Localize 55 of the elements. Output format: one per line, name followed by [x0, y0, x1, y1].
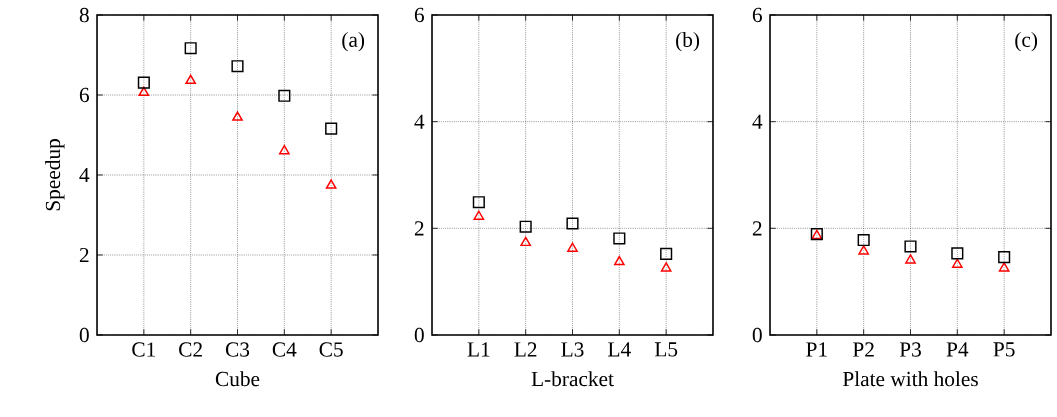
point: [138, 86, 150, 97]
point: [473, 210, 485, 220]
point: [325, 122, 338, 135]
x-tick-label: P1: [806, 342, 827, 357]
x-tick-label: C2: [179, 342, 202, 357]
x-tick-label: L4: [608, 342, 631, 357]
y-tick-label: 6: [79, 87, 90, 103]
x-tick-label: P2: [853, 342, 874, 357]
point: [185, 74, 197, 85]
annotation: (a): [342, 31, 365, 52]
x-tick-label: L3: [561, 342, 584, 357]
y-tick-label: 2: [414, 221, 424, 236]
point: [232, 111, 243, 121]
x-tick-label: C4: [272, 342, 297, 357]
point: [566, 217, 579, 230]
point: [613, 232, 626, 245]
x-tick-label: L5: [654, 342, 678, 357]
x-tick-label: P4: [946, 342, 969, 357]
y-tick-label: 6: [752, 7, 762, 23]
x-tick-label: P3: [899, 342, 921, 357]
y-tick-label: 0: [414, 327, 424, 343]
annotation: (b): [676, 31, 700, 52]
point: [613, 255, 625, 266]
y-tick-label: 4: [79, 167, 90, 183]
x-tick-label: P5: [993, 342, 1015, 357]
x-tick-label: C3: [225, 342, 250, 357]
x-tick-label: C5: [319, 342, 343, 357]
y-tick-label: 0: [79, 327, 89, 343]
point: [660, 247, 673, 260]
point: [137, 76, 150, 89]
y-tick-label: 0: [752, 327, 762, 343]
x-tick-label: C1: [132, 342, 156, 357]
x-axis-title: Plate with holes: [842, 371, 978, 387]
point: [567, 242, 578, 252]
x-axis-title: L-bracket: [531, 371, 614, 387]
y-tick-label: 2: [79, 247, 89, 263]
y-tick-label: 4: [752, 114, 763, 129]
point: [325, 179, 337, 189]
point: [184, 42, 197, 55]
y-tick-label: 6: [414, 7, 424, 23]
point: [519, 220, 532, 233]
annotation: (c): [1015, 31, 1038, 52]
point: [231, 60, 244, 73]
point: [520, 236, 532, 247]
x-tick-label: L2: [514, 342, 537, 357]
point: [472, 196, 485, 209]
x-tick-label: L1: [467, 342, 490, 357]
y-axis-title: Speedup: [45, 139, 65, 211]
y-tick-label: 2: [752, 221, 762, 236]
y-tick-label: 4: [414, 114, 425, 129]
y-tick-label: 8: [79, 7, 89, 23]
x-axis-title: Cube: [215, 371, 260, 387]
point: [278, 144, 290, 155]
point: [278, 89, 291, 102]
point: [660, 262, 672, 272]
